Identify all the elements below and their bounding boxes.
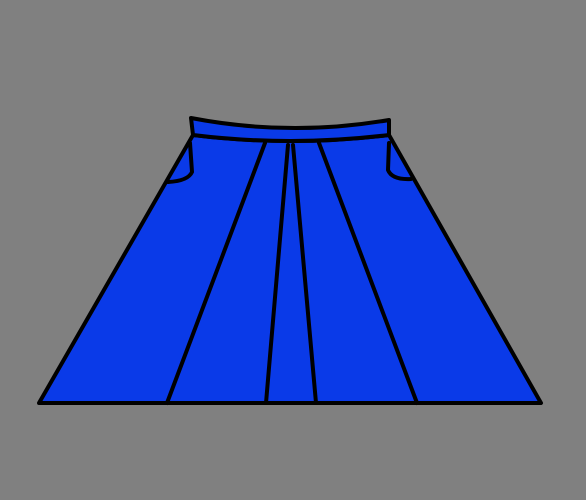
- pleat-line-left-inner: [264, 143, 290, 405]
- pocket-right: [386, 141, 413, 182]
- pleat-line-left-outer: [165, 141, 267, 405]
- waistband: [189, 116, 391, 143]
- pocket-left: [166, 141, 194, 184]
- pleat-line-right-inner: [291, 143, 318, 405]
- pleat-line-right-outer: [317, 141, 419, 405]
